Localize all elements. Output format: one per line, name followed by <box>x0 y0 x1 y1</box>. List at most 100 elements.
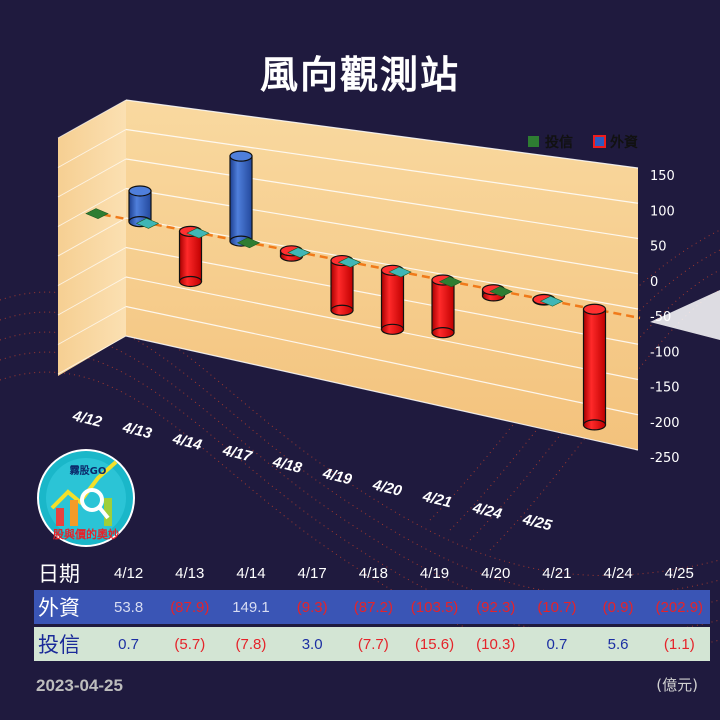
light-beam <box>650 290 720 340</box>
date-cell: 4/13 <box>175 564 205 582</box>
y-tick-label: -100 <box>650 345 680 360</box>
trust-cell: (1.1) <box>663 635 695 653</box>
gridline <box>57 335 127 375</box>
gridline <box>125 305 639 416</box>
foreign-cell: (0.9) <box>602 598 634 616</box>
date-cell: 4/17 <box>297 564 327 582</box>
bar-trust-4/12 <box>85 208 109 219</box>
gridline <box>125 158 639 240</box>
bar-trust-4/24 <box>489 286 513 297</box>
x-tick-label: 4/12 <box>70 407 104 431</box>
x-tick-label: 4/17 <box>220 442 254 466</box>
report-date: 2023-04-25 <box>36 676 123 695</box>
bar-trust-4/18 <box>287 247 311 258</box>
trust-cell: 3.0 <box>301 635 323 653</box>
data-table: 日期 4/12 4/13 4/14 4/17 4/18 4/19 4/20 4/… <box>34 556 710 661</box>
gridline <box>57 188 127 227</box>
x-tick-label: 4/24 <box>470 499 504 523</box>
legend-label-trust: 投信 <box>545 134 573 151</box>
unit-label: (億元) <box>656 676 698 694</box>
gridline <box>125 217 639 310</box>
y-tick-label: -150 <box>650 381 680 396</box>
date-cell: 4/19 <box>419 564 450 582</box>
foreign-cell: (202.9) <box>655 598 704 616</box>
bar-trust-4/21 <box>438 276 463 288</box>
legend-swatch-foreign <box>593 135 606 148</box>
legend-swatch-trust <box>528 136 539 147</box>
y-tick-label: -50 <box>650 310 671 325</box>
trust-cell: 5.6 <box>607 635 629 653</box>
logo-bottom-text: 股與價的奧妙 <box>53 527 119 541</box>
foreign-cell: (87.2) <box>353 598 393 616</box>
y-tick-label: -200 <box>650 416 680 431</box>
chart-side-wall <box>58 100 126 376</box>
date-cell: 4/20 <box>481 564 511 582</box>
y-tick-label: 100 <box>650 204 675 219</box>
table-row-trust: 投信 0.7 (5.7) (7.8) 3.0 (7.7) (15.6) (10.… <box>34 627 710 661</box>
trust-cell: (10.3) <box>476 635 516 653</box>
trust-cell: 0.7 <box>546 635 568 653</box>
table-row-dates: 日期 4/12 4/13 4/14 4/17 4/18 4/19 4/20 4/… <box>34 556 710 590</box>
trust-cell: (7.8) <box>235 635 267 653</box>
y-tick-label: -250 <box>650 451 680 466</box>
x-tick-label: 4/18 <box>270 453 304 477</box>
x-tick-label: 4/19 <box>320 465 354 489</box>
gridlines <box>57 99 639 451</box>
gridline <box>57 247 127 286</box>
magnifier-icon <box>80 488 104 512</box>
bar-trust-4/13 <box>135 218 160 229</box>
page-title: 風向觀測站 <box>259 53 460 97</box>
x-tick-label: 4/20 <box>370 476 404 500</box>
gridline <box>57 158 127 198</box>
foreign-cell: 53.8 <box>113 598 144 616</box>
y-tick-label: 150 <box>650 169 675 184</box>
bar-foreign-4/19 <box>380 264 405 335</box>
trust-header: 投信 <box>38 634 80 657</box>
x-tick-label: 4/13 <box>120 419 154 443</box>
x-axis: 4/12 4/13 4/14 4/17 4/18 4/19 4/20 4/21 4/24 4/25 <box>70 407 554 534</box>
gridline <box>57 306 127 345</box>
legend: 投信 外資 <box>528 134 638 151</box>
bar-foreign-4/14 <box>229 150 253 247</box>
gridline <box>57 99 127 139</box>
bars-layer <box>85 150 607 431</box>
gridline <box>125 335 639 451</box>
foreign-header: 外資 <box>38 597 80 620</box>
foreign-cell: (103.5) <box>410 598 459 616</box>
brand-logo: 霧股GO 股與價的奧妙 <box>37 449 135 547</box>
date-cell: 4/18 <box>358 564 388 582</box>
trust-cell: (7.7) <box>357 635 389 653</box>
foreign-cell: (92.3) <box>476 598 516 616</box>
legend-label-foreign: 外資 <box>610 134 638 151</box>
foreign-cell: (87.9) <box>170 598 210 616</box>
date-cell: 4/24 <box>603 564 633 582</box>
bar-trust-4/14 <box>186 227 210 239</box>
gridline <box>125 99 639 169</box>
bar-trust-4/20 <box>388 266 412 278</box>
y-axis: 150 100 50 0 -50 -100 -150 -200 -250 <box>650 169 680 466</box>
gridline <box>125 187 639 275</box>
table-row-foreign: 外資 53.8 (87.9) 149.1 (9.3) (87.2) (103.5… <box>34 590 710 624</box>
trust-cell: 0.7 <box>118 635 140 653</box>
foreign-cell: (10.7) <box>537 598 577 616</box>
x-tick-label: 4/14 <box>170 430 204 454</box>
bar-trust-4/19 <box>337 256 362 268</box>
y-tick-label: 0 <box>650 275 658 290</box>
bar-trust-4/17 <box>236 237 261 249</box>
date-cell: 4/12 <box>113 564 144 582</box>
gridline <box>57 276 127 316</box>
date-header: 日期 <box>38 563 80 586</box>
x-tick-label: 4/21 <box>420 488 453 512</box>
x-tick-label: 4/25 <box>520 511 554 535</box>
gridline <box>125 128 639 204</box>
bar-trust-4/25 <box>539 295 564 307</box>
date-cell: 4/25 <box>664 564 694 582</box>
trust-cell: (15.6) <box>414 635 455 653</box>
date-cell: 4/21 <box>542 564 572 582</box>
trend-arrow-icon <box>50 460 118 510</box>
gridline <box>57 217 127 257</box>
bar-foreign-4/25 <box>582 303 607 431</box>
gridline <box>57 129 127 168</box>
foreign-cell: (9.3) <box>296 598 328 616</box>
